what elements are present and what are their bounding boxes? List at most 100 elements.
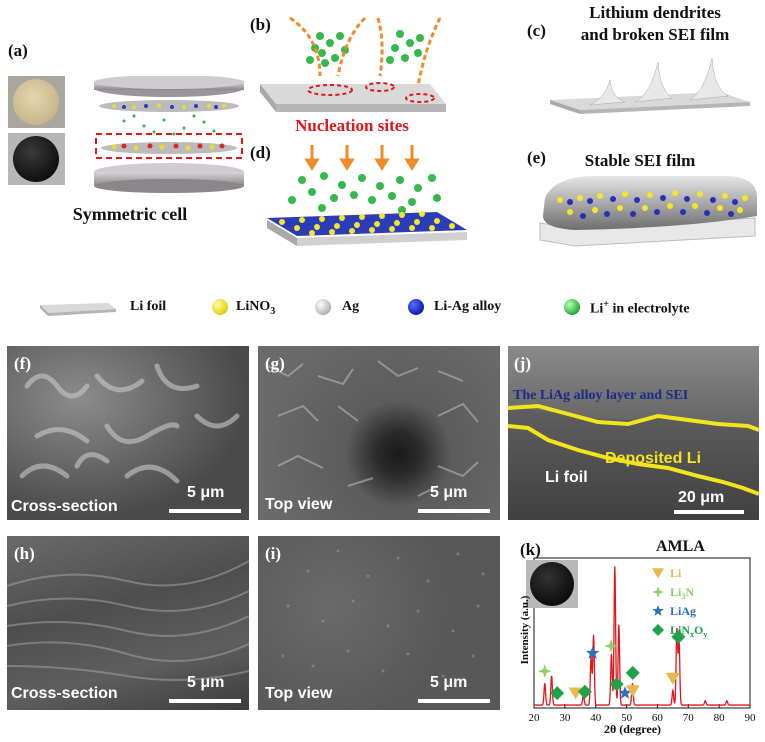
legend-liag-alloy-label: Li-Ag alloy	[434, 299, 502, 314]
sem-i-scale-bar	[418, 699, 490, 703]
xrd-legend-label-2: LiAg	[670, 604, 696, 618]
panel-c-caption-line1: Lithium dendrites	[589, 3, 721, 22]
legend-lino3-icon	[212, 299, 228, 315]
xrd-ylabel: Intensity (a.u.)	[519, 595, 531, 665]
sem-h-scale-bar	[169, 699, 241, 703]
panel-b-caption: Nucleation sites	[295, 116, 409, 135]
panel-b-label: (b)	[250, 15, 271, 34]
xrd-peak-marker-linxoy	[550, 686, 565, 701]
panel-a-caption: Symmetric cell	[72, 204, 188, 224]
legend-lino3-label: LiNO3	[236, 299, 275, 317]
xrd-plot-frame	[533, 557, 751, 709]
xrd-peak-marker-linxoy	[609, 677, 624, 692]
legend-li-ion-icon	[564, 299, 580, 315]
sem-h-scale-text: 5 μm	[187, 674, 225, 691]
sem-j-scale-bar	[674, 510, 744, 514]
sem-i-scale-text: 5 μm	[430, 674, 468, 691]
sem-f-scale-bar	[169, 509, 241, 513]
xrd-peak-marker-li3n	[537, 664, 552, 679]
panel-j-label: (j)	[514, 354, 531, 373]
panel-e-caption: Stable SEI film	[584, 151, 696, 170]
electrode-photo-dark	[8, 133, 65, 185]
sem-g-scale-bar	[418, 509, 490, 513]
legend-ag-icon	[315, 299, 331, 315]
xrd-xtick-label: 20	[529, 712, 541, 724]
sem-i-texture	[276, 549, 485, 678]
legend-ag-label: Ag	[342, 299, 360, 314]
xrd-legend-label-0: Li	[670, 566, 682, 580]
legend-li-foil-swatch	[40, 303, 116, 316]
legend-li-ion-suffix: in electrolyte	[608, 301, 690, 317]
panel-a-label: (a)	[8, 41, 28, 60]
sem-j-deposit-label: Deposited Li	[605, 450, 702, 467]
sem-j-layer-label: The LiAg alloy layer and SEI	[513, 388, 689, 403]
xrd-peak-marker-li	[665, 672, 680, 685]
sem-image-j: (j) The LiAg alloy layer and SEI Deposit…	[508, 346, 759, 520]
sem-g-texture	[267, 360, 479, 497]
panel-c-label: (c)	[527, 21, 546, 40]
panel-d-label: (d)	[250, 143, 271, 162]
sem-i-view-label: Top view	[265, 685, 333, 702]
panel-h-label: (h)	[14, 544, 35, 563]
legend-lino3-sub: 3	[270, 305, 276, 317]
legend-li-foil-label: Li foil	[130, 299, 167, 314]
panel-f-label: (f)	[14, 354, 31, 373]
panel-k-label: (k)	[520, 540, 541, 559]
sem-f-texture	[19, 363, 240, 484]
xrd-legend-marker-0	[652, 568, 664, 579]
sem-image-f: (f) Cross-section 5 μm	[7, 346, 249, 520]
xrd-legend-label-1: Li3N	[670, 585, 694, 601]
legend-li-ion-sup: +	[603, 299, 609, 310]
xrd-xtick-label: 40	[590, 712, 602, 724]
dendrite-illustration	[550, 57, 750, 114]
xrd-legend-label-3: LiNxOy	[670, 623, 707, 639]
xrd-xtick-label: 90	[745, 712, 757, 724]
sem-f-scale-text: 5 μm	[187, 484, 225, 501]
xrd-peak-marker-li	[625, 685, 640, 698]
uniform-deposition-illustration	[267, 145, 467, 246]
xrd-xtick-label: 70	[683, 712, 695, 724]
xrd-legend-title: AMLA	[656, 538, 705, 555]
xrd-photo	[526, 560, 578, 608]
xrd-chart: 20 30 40 50 60 70 80 90 Li Li3N LiAg LiNxOy	[529, 557, 757, 724]
sem-g-scale-text: 5 μm	[430, 484, 468, 501]
xrd-peak-marker-linxoy	[625, 665, 640, 680]
legend-li-ion-prefix: Li	[590, 301, 604, 317]
panel-e-label: (e)	[527, 148, 546, 167]
panel-c-caption-line2: and broken SEI film	[580, 25, 730, 44]
legend-li-ion-label: Li+ in electrolyte	[590, 299, 690, 318]
xrd-xtick-label: 80	[714, 712, 726, 724]
xrd-xlabel: 2θ (degree)	[604, 722, 662, 736]
stable-sei-illustration	[539, 176, 757, 247]
panel-i-label: (i)	[265, 544, 282, 563]
xrd-peak-marker-li3n	[604, 638, 619, 653]
panel-g-label: (g)	[265, 354, 285, 373]
xrd-legend-marker-2	[652, 605, 664, 616]
xrd-peak-marker-liag	[618, 686, 632, 699]
legend-liag-alloy-icon	[408, 299, 424, 315]
sem-h-view-label: Cross-section	[11, 685, 118, 702]
xrd-peak-marker-li	[568, 687, 583, 700]
xrd-peak-marker-liag	[586, 646, 600, 659]
sem-j-scale-text: 20 μm	[678, 489, 725, 506]
xrd-legend-marker-1	[652, 586, 664, 598]
electrode-photo-light	[8, 76, 65, 128]
sem-j-foil-label: Li foil	[545, 469, 588, 486]
sem-g-view-label: Top view	[265, 496, 333, 513]
nucleation-illustration	[260, 16, 446, 112]
sem-image-i: (i) Top view 5 μm	[258, 536, 500, 710]
sem-h-texture	[7, 560, 249, 681]
sem-image-g: (g) Top view 5 μm	[258, 346, 500, 520]
symmetric-cell-illustration	[94, 76, 244, 193]
xrd-xtick-label: 60	[652, 712, 664, 724]
xrd-panel: 20 30 40 50 60 70 80 90 Li Li3N LiAg LiNxOy (k) AML…	[508, 536, 759, 736]
sem-f-view-label: Cross-section	[11, 498, 118, 515]
xrd-legend-marker-3	[652, 624, 664, 636]
xrd-xtick-label: 30	[559, 712, 571, 724]
xrd-peak-marker-linxoy	[671, 629, 686, 644]
xrd-spectrum-line	[534, 566, 750, 706]
legend-lino3-text: LiNO	[236, 299, 271, 314]
xrd-xtick-label: 50	[621, 712, 633, 724]
sem-j-texture	[508, 403, 759, 520]
sem-image-h: (h) Cross-section 5 μm	[7, 536, 249, 710]
